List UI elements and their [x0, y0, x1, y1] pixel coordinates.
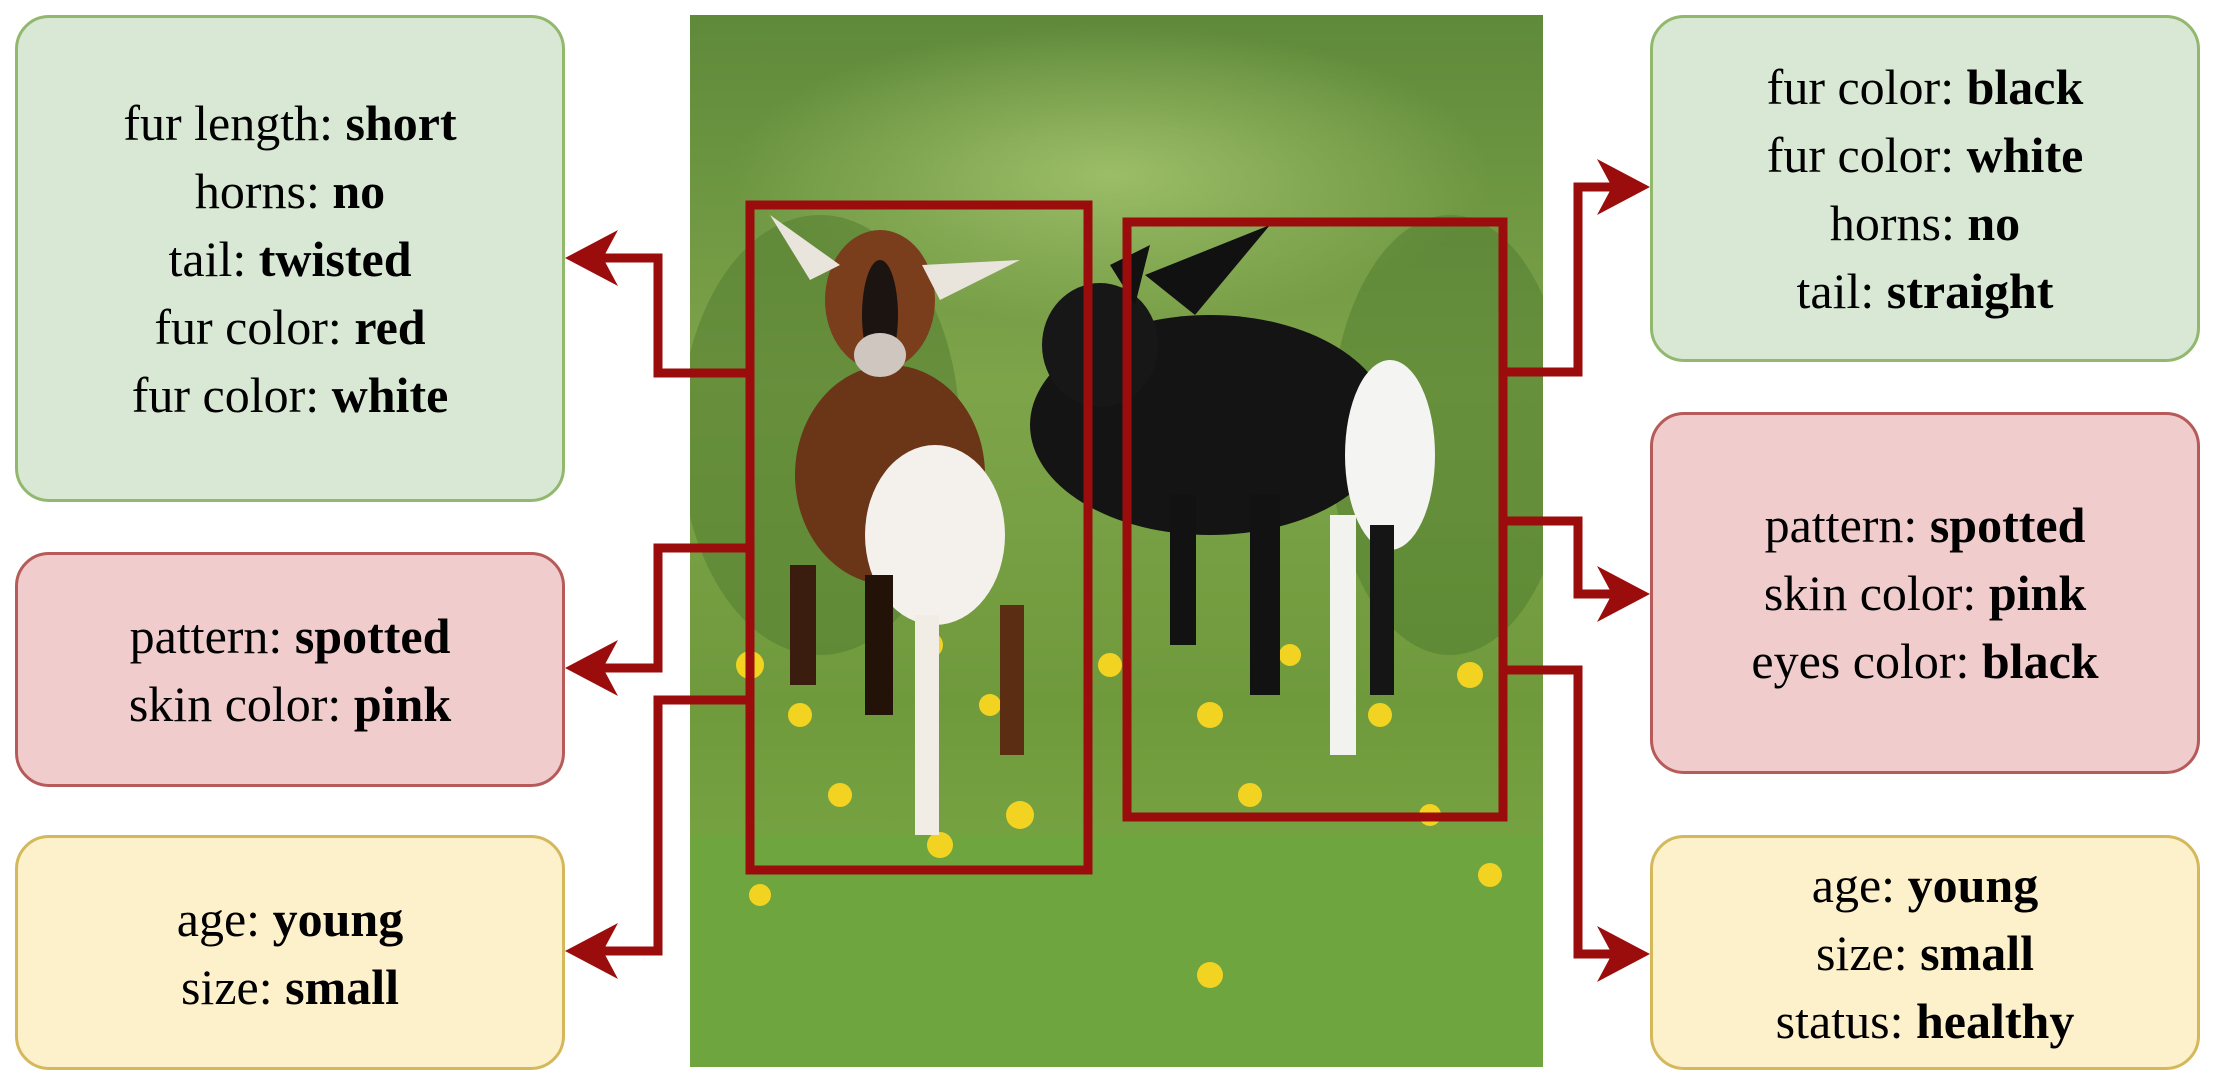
- goat-photo: [690, 15, 1543, 1067]
- connector-left-top: [600, 253, 750, 378]
- attribute-box-right-mid: pattern: spotted skin color: pink eyes c…: [1650, 412, 2200, 774]
- bounding-box-right-goat: [1122, 217, 1508, 822]
- arrowhead-right-top: [1597, 159, 1650, 215]
- attribute-line: horns: no: [1829, 194, 2021, 251]
- attribute-line: skin color: pink: [1763, 565, 2087, 621]
- bounding-box-left-goat: [745, 200, 1093, 875]
- attribute-line: size: small: [1815, 924, 2035, 981]
- attribute-box-right-bottom: age: young size: small status: healthy: [1650, 835, 2200, 1070]
- attribute-line: age: young: [176, 890, 404, 947]
- attribute-box-right-top: fur color: black fur color: white horns:…: [1650, 15, 2200, 362]
- attribute-line: fur color: white: [131, 366, 449, 423]
- attribute-line: fur color: white: [1766, 126, 2084, 183]
- attribute-box-left-mid: pattern: spotted skin color: pink: [15, 552, 565, 787]
- attribute-line: pattern: spotted: [129, 607, 451, 664]
- attribute-line: tail: straight: [1796, 262, 2054, 319]
- arrowhead-right-bot: [1597, 926, 1650, 982]
- connector-left-mid: [600, 543, 750, 673]
- arrowhead-left-mid: [565, 640, 618, 696]
- brown-goat-kid: [770, 215, 1024, 835]
- connector-right-top: [1503, 182, 1615, 377]
- attribute-line: fur color: red: [154, 298, 426, 355]
- black-goat-kid: [1030, 225, 1435, 755]
- attribute-line: horns: no: [194, 162, 386, 219]
- attribute-line: tail: twisted: [168, 230, 412, 287]
- connector-left-bot: [600, 695, 750, 956]
- attribute-line: status: healthy: [1775, 992, 2075, 1049]
- attribute-line: fur length: short: [123, 94, 457, 151]
- connector-right-mid: [1503, 516, 1615, 599]
- attribute-line: pattern: spotted: [1764, 497, 2086, 553]
- attribute-box-left-bottom: age: young size: small: [15, 835, 565, 1070]
- attribute-line: age: young: [1811, 856, 2039, 913]
- arrowhead-left-bot: [565, 923, 618, 979]
- attribute-line: fur color: black: [1766, 58, 2084, 115]
- attribute-line: size: small: [180, 958, 400, 1015]
- arrowhead-left-top: [565, 230, 618, 286]
- connector-right-bot: [1503, 665, 1615, 959]
- attribute-line: eyes color: black: [1751, 633, 2099, 689]
- attribute-box-left-top: fur length: short horns: no tail: twiste…: [15, 15, 565, 502]
- attribute-line: skin color: pink: [128, 675, 452, 732]
- arrowhead-right-mid: [1597, 566, 1650, 622]
